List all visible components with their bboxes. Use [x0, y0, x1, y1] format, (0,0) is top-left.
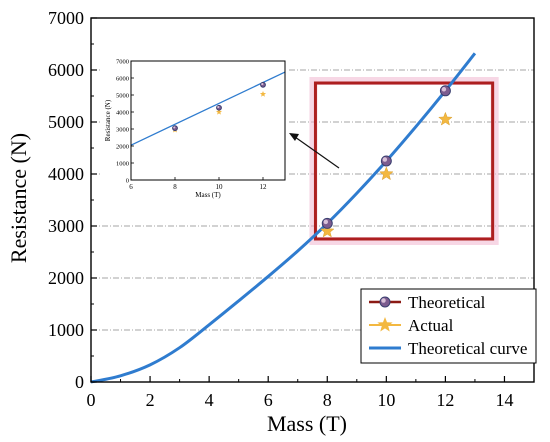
y-tick-label-1000: 1000	[48, 320, 84, 340]
y-axis-label: Resistance (N)	[6, 133, 31, 263]
y-tick-label-4000: 4000	[48, 164, 84, 184]
highlight-box	[313, 81, 495, 241]
y-tick-label-3000: 3000	[48, 216, 84, 236]
actual-point-10	[379, 166, 394, 181]
actual-point-12	[438, 111, 453, 126]
inset-y-tick-label-1000: 1000	[116, 161, 129, 168]
theoretical-point-8	[321, 217, 333, 229]
y-tick-label-6000: 6000	[48, 60, 84, 80]
x-tick-label-8: 8	[323, 390, 332, 410]
x-tick-label-0: 0	[87, 390, 96, 410]
inset-y-tick-label-2000: 2000	[116, 144, 129, 151]
actual-point-8	[319, 223, 335, 238]
legend-theoretical-icon	[379, 296, 391, 308]
inset-x-tick-label-8: 8	[173, 183, 177, 191]
zoom-arrow	[289, 133, 340, 169]
inset-y-tick-label-0: 0	[126, 178, 129, 185]
main-tick-labels: 0 2 4 6 8 10 12 14 0 1000 2000 3000 4000 5000 6000 7000	[48, 8, 513, 410]
inset-x-tick-label-10: 10	[216, 183, 224, 191]
inset-y-tick-label-6000: 6000	[116, 76, 129, 83]
x-tick-label-14: 14	[495, 390, 513, 410]
x-tick-label-2: 2	[146, 390, 155, 410]
highlight-box-glow	[309, 77, 499, 245]
x-tick-label-12: 12	[436, 390, 454, 410]
theoretical-point-10	[380, 155, 392, 167]
inset-y-tick-label-7000: 7000	[116, 59, 129, 66]
y-tick-label-0: 0	[75, 372, 84, 392]
x-tick-label-6: 6	[264, 390, 273, 410]
inset-theoretical-point-8	[172, 125, 178, 132]
y-tick-label-7000: 7000	[48, 8, 84, 28]
inset-y-tick-label-5000: 5000	[116, 93, 129, 100]
inset-actual-point-12	[259, 90, 267, 97]
x-tick-label-10: 10	[377, 390, 395, 410]
inset-theoretical-point-10	[216, 104, 222, 111]
y-tick-label-2000: 2000	[48, 268, 84, 288]
legend-label-theoretical: Theoretical	[408, 293, 486, 312]
theoretical-point-12	[439, 85, 451, 97]
inset-x-axis-label: Mass (T)	[195, 191, 221, 199]
arrow-shaft	[294, 136, 340, 169]
inset-chart: 6 8 10 12 0 1000 2000 3000 4000 5000 6000 7000 Mass …	[101, 58, 289, 205]
legend-label-actual: Actual	[408, 316, 454, 335]
main-axes	[90, 17, 535, 383]
arrow-head	[289, 133, 299, 141]
inset-x-tick-label-6: 6	[129, 183, 133, 191]
inset-y-tick-label-4000: 4000	[116, 110, 129, 117]
inset-frame	[130, 60, 286, 181]
inset-y-axis-label: Resistance (N)	[104, 99, 112, 141]
inset-actual-point-10	[215, 108, 223, 115]
legend-label-curve: Theoretical curve	[408, 339, 527, 358]
x-axis-label: Mass (T)	[267, 411, 347, 436]
inset-theoretical-point-12	[260, 81, 266, 88]
theoretical-curve-line	[90, 52, 477, 384]
legend-actual-icon	[377, 317, 393, 332]
inset-y-tick-label-3000: 3000	[116, 127, 129, 134]
inset-theoretical-curve	[130, 71, 286, 146]
highlight-region	[309, 77, 499, 245]
data-points	[319, 85, 453, 238]
theoretical-curve-series	[90, 52, 477, 384]
y-tick-label-5000: 5000	[48, 112, 84, 132]
inset-x-tick-label-12: 12	[260, 183, 268, 191]
legend: Theoretical Actual Theoretical curve	[360, 288, 537, 364]
x-tick-label-4: 4	[205, 390, 214, 410]
